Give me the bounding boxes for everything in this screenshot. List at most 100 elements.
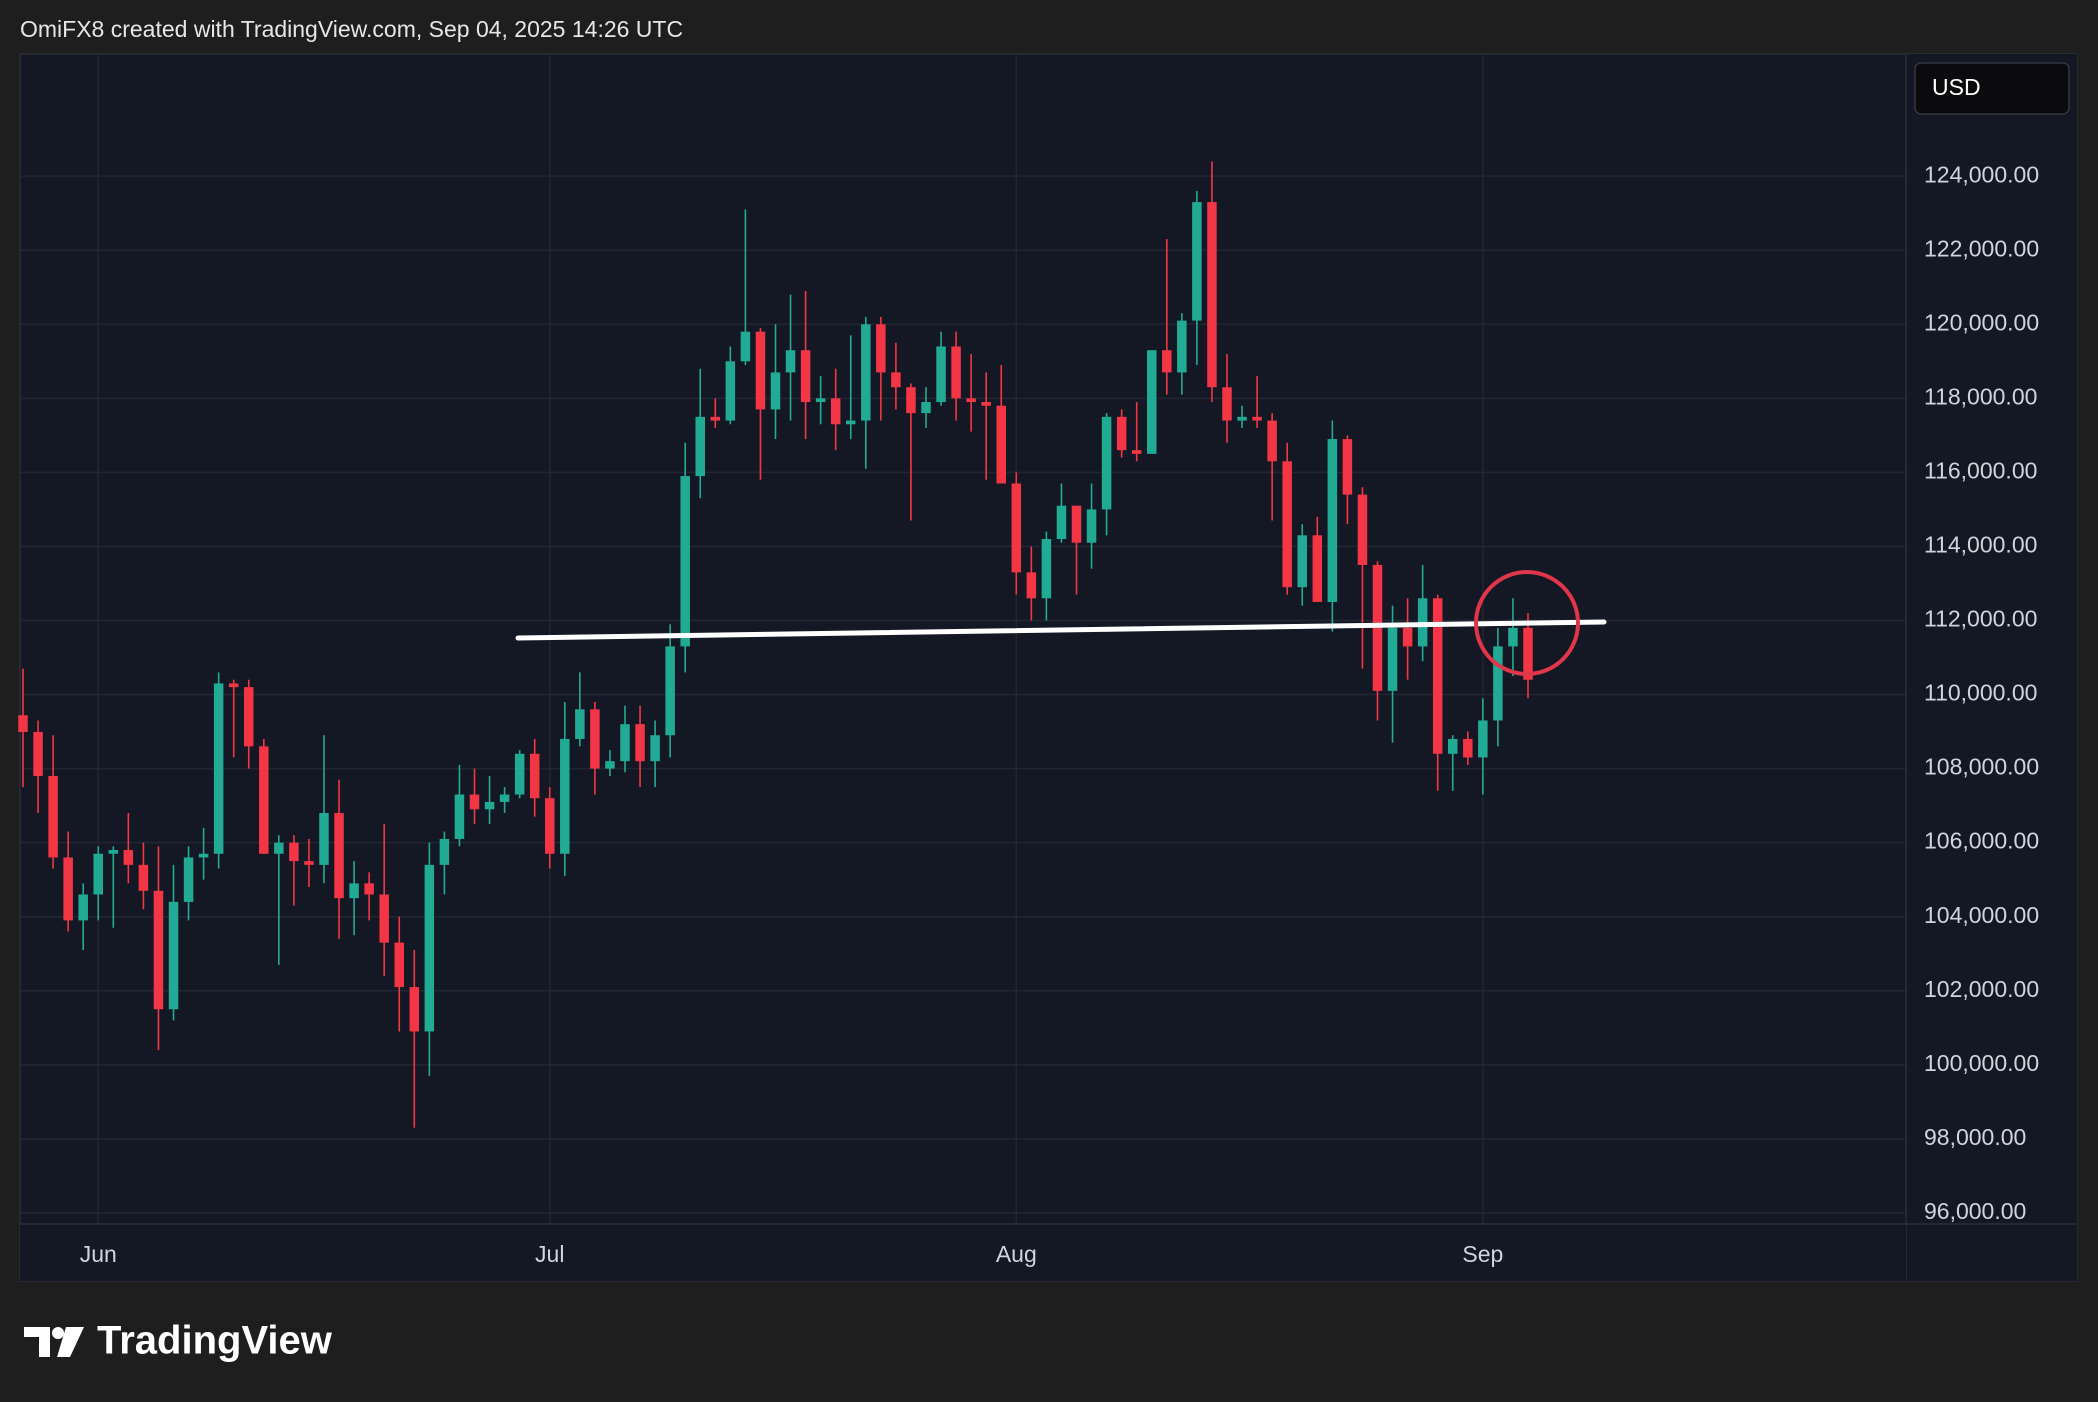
candle-body — [1011, 483, 1022, 573]
candle-body — [755, 331, 766, 410]
candle-body — [1342, 439, 1353, 495]
candle-body — [800, 350, 811, 403]
candle-body — [1463, 738, 1473, 758]
y-tick-label: 118,000.00 — [1924, 383, 2037, 409]
y-tick-label: 124,000.00 — [1924, 161, 2039, 187]
candle-body — [409, 987, 420, 1032]
candle-body — [981, 402, 991, 406]
candle-body — [936, 346, 946, 403]
y-tick-label: 108,000.00 — [1924, 754, 2039, 780]
candle-body — [198, 853, 209, 858]
candle-body — [424, 864, 435, 1032]
x-tick-label: Jun — [80, 1241, 117, 1267]
candle-body — [635, 724, 645, 762]
price-axis — [1906, 54, 2077, 1281]
x-tick-label: Jul — [535, 1241, 564, 1267]
currency-label: USD — [1932, 74, 1981, 100]
candle-body — [454, 794, 465, 839]
candle-body — [846, 420, 856, 425]
candle-body — [1282, 461, 1292, 588]
logo-mark — [24, 1327, 50, 1357]
candle-body — [815, 398, 826, 403]
y-tick-label: 104,000.00 — [1924, 902, 2039, 928]
candle-body — [349, 883, 359, 899]
y-tick-label: 100,000.00 — [1924, 1050, 2039, 1076]
candle-body — [725, 361, 736, 421]
time-axis — [20, 1224, 1906, 1281]
candle-body — [33, 731, 43, 776]
candle-body — [304, 861, 314, 865]
candle-body — [1432, 598, 1443, 754]
x-tick-label: Aug — [996, 1241, 1037, 1267]
candle-body — [289, 842, 299, 862]
candle-body — [63, 857, 73, 921]
candle-body — [575, 709, 585, 739]
candle-body — [228, 683, 239, 688]
candle-body — [830, 398, 841, 425]
candle-body — [680, 476, 690, 647]
candle-body — [1071, 505, 1082, 543]
candle-body — [1207, 202, 1217, 388]
candle-body — [1372, 564, 1383, 691]
candle-body — [876, 324, 886, 373]
y-tick-label: 122,000.00 — [1924, 235, 2039, 261]
candle-body — [1237, 416, 1247, 421]
candle-body — [18, 715, 28, 732]
candle-body — [1312, 535, 1323, 602]
logo-mark — [52, 1327, 64, 1339]
candle-body — [1162, 350, 1172, 373]
candle-body — [244, 687, 254, 747]
candle-body — [1131, 450, 1142, 454]
candle-body — [379, 894, 389, 943]
candle-body — [469, 794, 480, 810]
y-tick-label: 114,000.00 — [1924, 532, 2037, 558]
candle-body — [695, 416, 705, 477]
candle-body — [93, 853, 103, 895]
candle-body — [770, 372, 781, 410]
candle-body — [1056, 505, 1067, 540]
candle-body — [168, 901, 179, 1010]
candle-body — [1101, 416, 1112, 510]
candle-body — [1177, 320, 1187, 373]
grid — [20, 54, 1906, 1224]
candle-body — [1252, 416, 1262, 421]
candle-body — [1267, 420, 1277, 462]
candle-body — [545, 798, 555, 854]
candle-body — [123, 850, 134, 865]
candle-body — [153, 890, 164, 1010]
candle-body — [394, 942, 404, 988]
logo-mark — [57, 1327, 84, 1357]
candle-body — [1448, 738, 1458, 754]
candle-body — [951, 346, 961, 399]
candle-body — [1387, 627, 1398, 691]
candle-body — [319, 813, 329, 865]
y-tick-label: 112,000.00 — [1924, 606, 2037, 632]
brand: TradingView — [97, 1319, 333, 1363]
axes: 96,000.00 98,000.00 100,000.00 102,000.00 10… — [80, 161, 2039, 1267]
candle-body — [1478, 720, 1488, 758]
candle-body — [740, 331, 751, 362]
candle-body — [921, 402, 931, 414]
candle-body — [334, 813, 344, 899]
candle-body — [364, 883, 374, 895]
candle-body — [78, 894, 88, 921]
candle-body — [861, 324, 871, 421]
x-tick-label: Sep — [1462, 1241, 1503, 1267]
y-tick-label: 102,000.00 — [1924, 976, 2039, 1002]
y-tick-label: 96,000.00 — [1924, 1198, 2026, 1224]
candle-body — [499, 794, 510, 802]
y-tick-label: 120,000.00 — [1924, 309, 2039, 335]
candle-body — [108, 850, 119, 854]
candle-body — [1493, 646, 1503, 721]
candle-body — [259, 746, 269, 854]
candle-body — [665, 646, 675, 736]
y-tick-label: 98,000.00 — [1924, 1124, 2026, 1150]
currency-button[interactable] — [1914, 62, 2070, 115]
candle-body — [1192, 202, 1202, 321]
candles — [18, 161, 1533, 1128]
candle-body — [1523, 627, 1533, 680]
y-tick-label: 106,000.00 — [1924, 828, 2039, 854]
candle-body — [1222, 387, 1232, 421]
